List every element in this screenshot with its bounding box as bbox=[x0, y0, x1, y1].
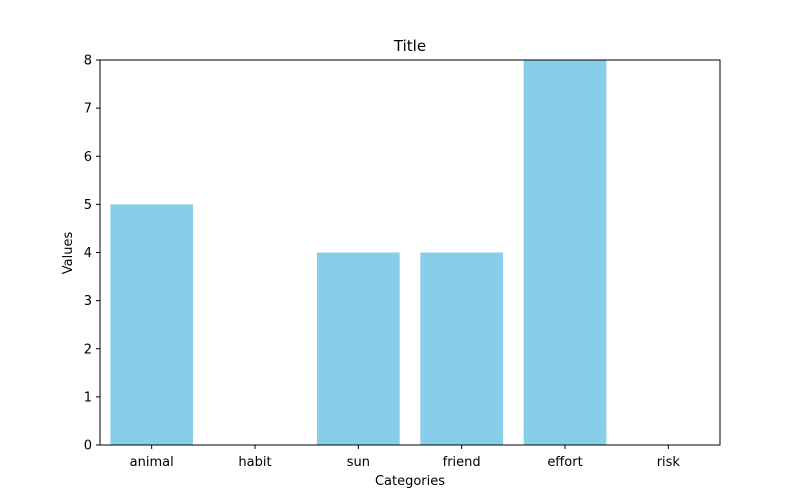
chart-title: Title bbox=[393, 37, 426, 55]
x-tick-label: habit bbox=[238, 455, 271, 470]
y-tick-label: 7 bbox=[84, 102, 92, 117]
x-tick-label: friend bbox=[443, 455, 481, 470]
y-tick-label: 3 bbox=[84, 294, 92, 309]
y-tick-label: 4 bbox=[84, 246, 92, 261]
plot-area: animal habit sun friend effort risk 0 1 2 3 4 5 6 7 8 bbox=[84, 54, 681, 471]
bar-effort bbox=[523, 60, 607, 445]
y-tick-label: 1 bbox=[84, 390, 92, 405]
bar-sun bbox=[317, 252, 400, 445]
x-tick-label: sun bbox=[347, 455, 370, 470]
y-tick-label: 8 bbox=[84, 54, 92, 69]
bar-friend bbox=[420, 252, 503, 445]
x-tick-label: risk bbox=[657, 455, 681, 470]
y-tick-label: 2 bbox=[84, 342, 92, 357]
y-axis-label: Values bbox=[61, 232, 76, 275]
y-tick-label: 0 bbox=[84, 439, 92, 454]
bar-animal bbox=[110, 204, 193, 445]
x-axis-label: Categories bbox=[375, 474, 445, 489]
x-tick-label: animal bbox=[130, 455, 174, 470]
y-tick-label: 5 bbox=[84, 198, 92, 213]
plot-frame bbox=[99, 59, 721, 446]
x-tick-label: effort bbox=[547, 455, 582, 470]
y-tick-label: 6 bbox=[84, 150, 92, 165]
